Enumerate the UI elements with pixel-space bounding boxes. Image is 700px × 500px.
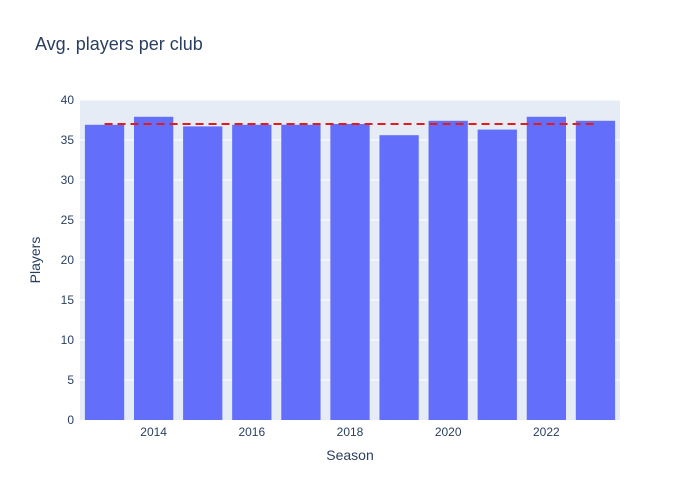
x-axis-title: Season <box>326 447 373 463</box>
bar <box>84 124 125 421</box>
bar <box>575 120 616 421</box>
bar <box>379 135 419 420</box>
bars <box>84 116 616 421</box>
y-axis-title: Players <box>27 237 43 284</box>
bar <box>526 116 566 421</box>
x-tick-label: 2022 <box>533 425 560 439</box>
y-tick-label: 5 <box>67 373 74 387</box>
x-axis-ticks: 2014 2016 2018 2020 2022 <box>140 425 560 439</box>
y-tick-label: 10 <box>61 333 75 347</box>
y-tick-label: 20 <box>61 253 75 267</box>
bar <box>281 124 321 421</box>
chart-title: Avg. players per club <box>35 34 203 54</box>
bar <box>183 126 223 421</box>
y-tick-label: 35 <box>61 133 75 147</box>
x-tick-label: 2014 <box>140 425 167 439</box>
y-tick-label: 0 <box>67 413 74 427</box>
y-tick-label: 40 <box>61 93 75 107</box>
bar <box>477 129 517 420</box>
bar <box>134 116 174 421</box>
y-axis-ticks: 0 5 10 15 20 25 30 35 40 <box>61 93 75 427</box>
bar <box>428 120 468 421</box>
x-tick-label: 2020 <box>435 425 462 439</box>
bar <box>330 124 370 420</box>
y-tick-label: 25 <box>61 213 75 227</box>
y-tick-label: 30 <box>61 173 75 187</box>
bar <box>232 124 272 421</box>
y-tick-label: 15 <box>61 293 75 307</box>
x-tick-label: 2016 <box>238 425 265 439</box>
x-tick-label: 2018 <box>337 425 364 439</box>
